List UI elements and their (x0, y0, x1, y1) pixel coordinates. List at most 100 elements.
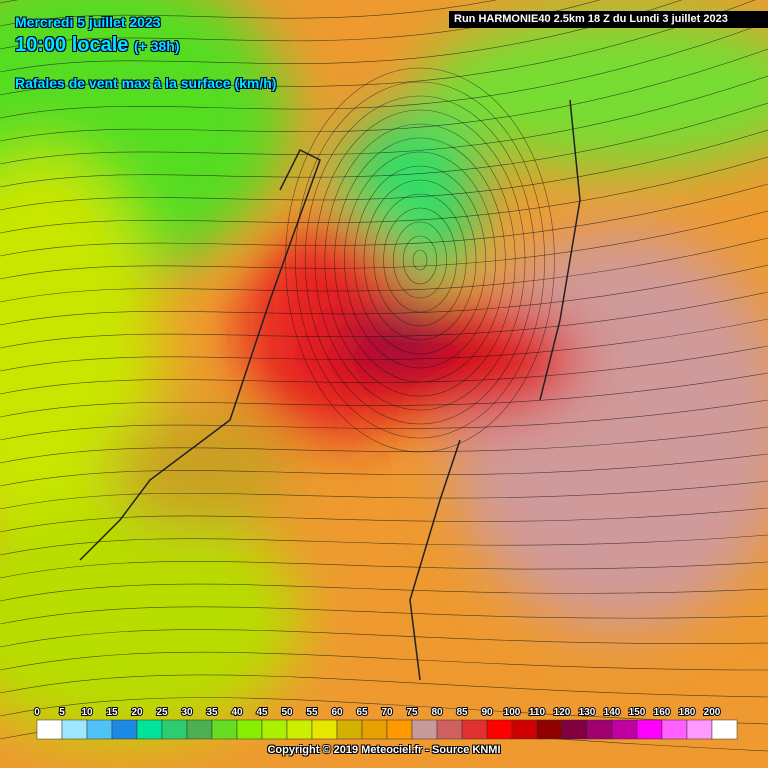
streamline (412, 249, 428, 271)
streamline (0, 453, 768, 487)
streamline (334, 137, 506, 383)
streamline (0, 372, 768, 418)
streamline (0, 237, 768, 303)
legend-label: 140 (604, 707, 621, 718)
legend-swatch (636, 719, 663, 740)
legend-swatch (186, 719, 213, 740)
legend-label: 35 (206, 707, 218, 718)
legend-label: 45 (256, 707, 268, 718)
legend-label: 85 (456, 707, 468, 718)
legend-label: 70 (381, 707, 393, 718)
legend-label: 65 (356, 707, 368, 718)
legend-swatch (436, 719, 463, 740)
offset: (+ 38h) (133, 38, 180, 54)
legend-label: 10 (81, 707, 93, 718)
legend-label: 180 (679, 707, 696, 718)
streamline (0, 183, 768, 257)
legend-label: 150 (629, 707, 646, 718)
legend-label: 160 (654, 707, 671, 718)
streamline (373, 193, 467, 327)
legend-label: 200 (704, 707, 721, 718)
field-name: Rafales de vent max à la surface (km/h) (15, 75, 277, 91)
legend-label: 15 (106, 707, 118, 718)
legend-swatch (111, 719, 138, 740)
legend-swatch (486, 719, 513, 740)
streamline (0, 629, 768, 648)
legend-label: 75 (406, 707, 418, 718)
legend-swatch (511, 719, 538, 740)
legend-swatch (261, 719, 288, 740)
run-info: Run HARMONIE40 2.5km 18 Z du Lundi 3 jui… (449, 11, 768, 28)
legend-swatch (711, 719, 738, 740)
time: 10:00 locale (+ 38h) (15, 34, 180, 57)
legend-label: 50 (281, 707, 293, 718)
legend-label: 55 (306, 707, 318, 718)
legend-swatch (661, 719, 688, 740)
streamline (393, 221, 447, 299)
streamline (324, 123, 516, 397)
legend-label: 5 (59, 707, 65, 718)
streamline (0, 697, 768, 725)
streamline (0, 651, 768, 671)
streamline (383, 207, 457, 313)
streamline (344, 151, 496, 369)
legend-label: 30 (181, 707, 193, 718)
streamline (285, 67, 555, 453)
legend-label: 120 (554, 707, 571, 718)
streamline (0, 210, 768, 280)
legend-label: 90 (481, 707, 493, 718)
streamline (353, 165, 487, 355)
legend-swatch (86, 719, 113, 740)
streamline (363, 179, 477, 341)
legend-swatch (411, 719, 438, 740)
streamline (0, 102, 768, 188)
streamline (0, 0, 756, 96)
streamline (0, 48, 768, 142)
streamline (0, 345, 768, 395)
streamline (0, 264, 768, 326)
legend-label: 60 (331, 707, 343, 718)
streamline (0, 291, 768, 349)
streamline (0, 21, 768, 119)
legend-swatch (386, 719, 413, 740)
streamline (0, 606, 768, 625)
legend-label: 130 (579, 707, 596, 718)
streamline (0, 480, 768, 510)
streamline (0, 129, 768, 211)
legend-swatch (536, 719, 563, 740)
legend-swatch (161, 719, 188, 740)
legend-swatch (236, 719, 263, 740)
legend-swatch (61, 719, 88, 740)
legend-label: 25 (156, 707, 168, 718)
streamline (0, 0, 600, 50)
time-label: 10:00 locale (15, 34, 129, 56)
legend-swatch (586, 719, 613, 740)
streamline (0, 534, 768, 556)
legend-swatch (361, 719, 388, 740)
streamline (314, 109, 526, 411)
legend-label: 40 (231, 707, 243, 718)
legend-label: 80 (431, 707, 443, 718)
legend-swatch (211, 719, 238, 740)
legend-swatch (286, 719, 313, 740)
legend-swatch (561, 719, 588, 740)
legend-label: 110 (529, 707, 546, 718)
legend-swatch (611, 719, 638, 740)
legend: 0 5 10 15 20 25 30 35 40 45 50 55 60 65 70 75 80 85 90 100 1… (33, 706, 738, 740)
streamline (0, 561, 768, 579)
legend-label: 100 (504, 707, 521, 718)
streamline (0, 156, 768, 234)
legend-label: 0 (34, 707, 40, 718)
streamline (0, 674, 768, 698)
legend-label: 20 (131, 707, 143, 718)
streamline (0, 75, 768, 165)
legend-swatch (686, 719, 713, 740)
date: Mercredi 5 juillet 2023 (15, 14, 161, 30)
streamline (0, 583, 768, 602)
legend-swatch (311, 719, 338, 740)
legend-swatch (36, 719, 63, 740)
streamline (0, 0, 498, 27)
copyright: Copyright © 2019 Meteociel.fr - Source K… (267, 744, 501, 756)
streamline (0, 399, 768, 441)
